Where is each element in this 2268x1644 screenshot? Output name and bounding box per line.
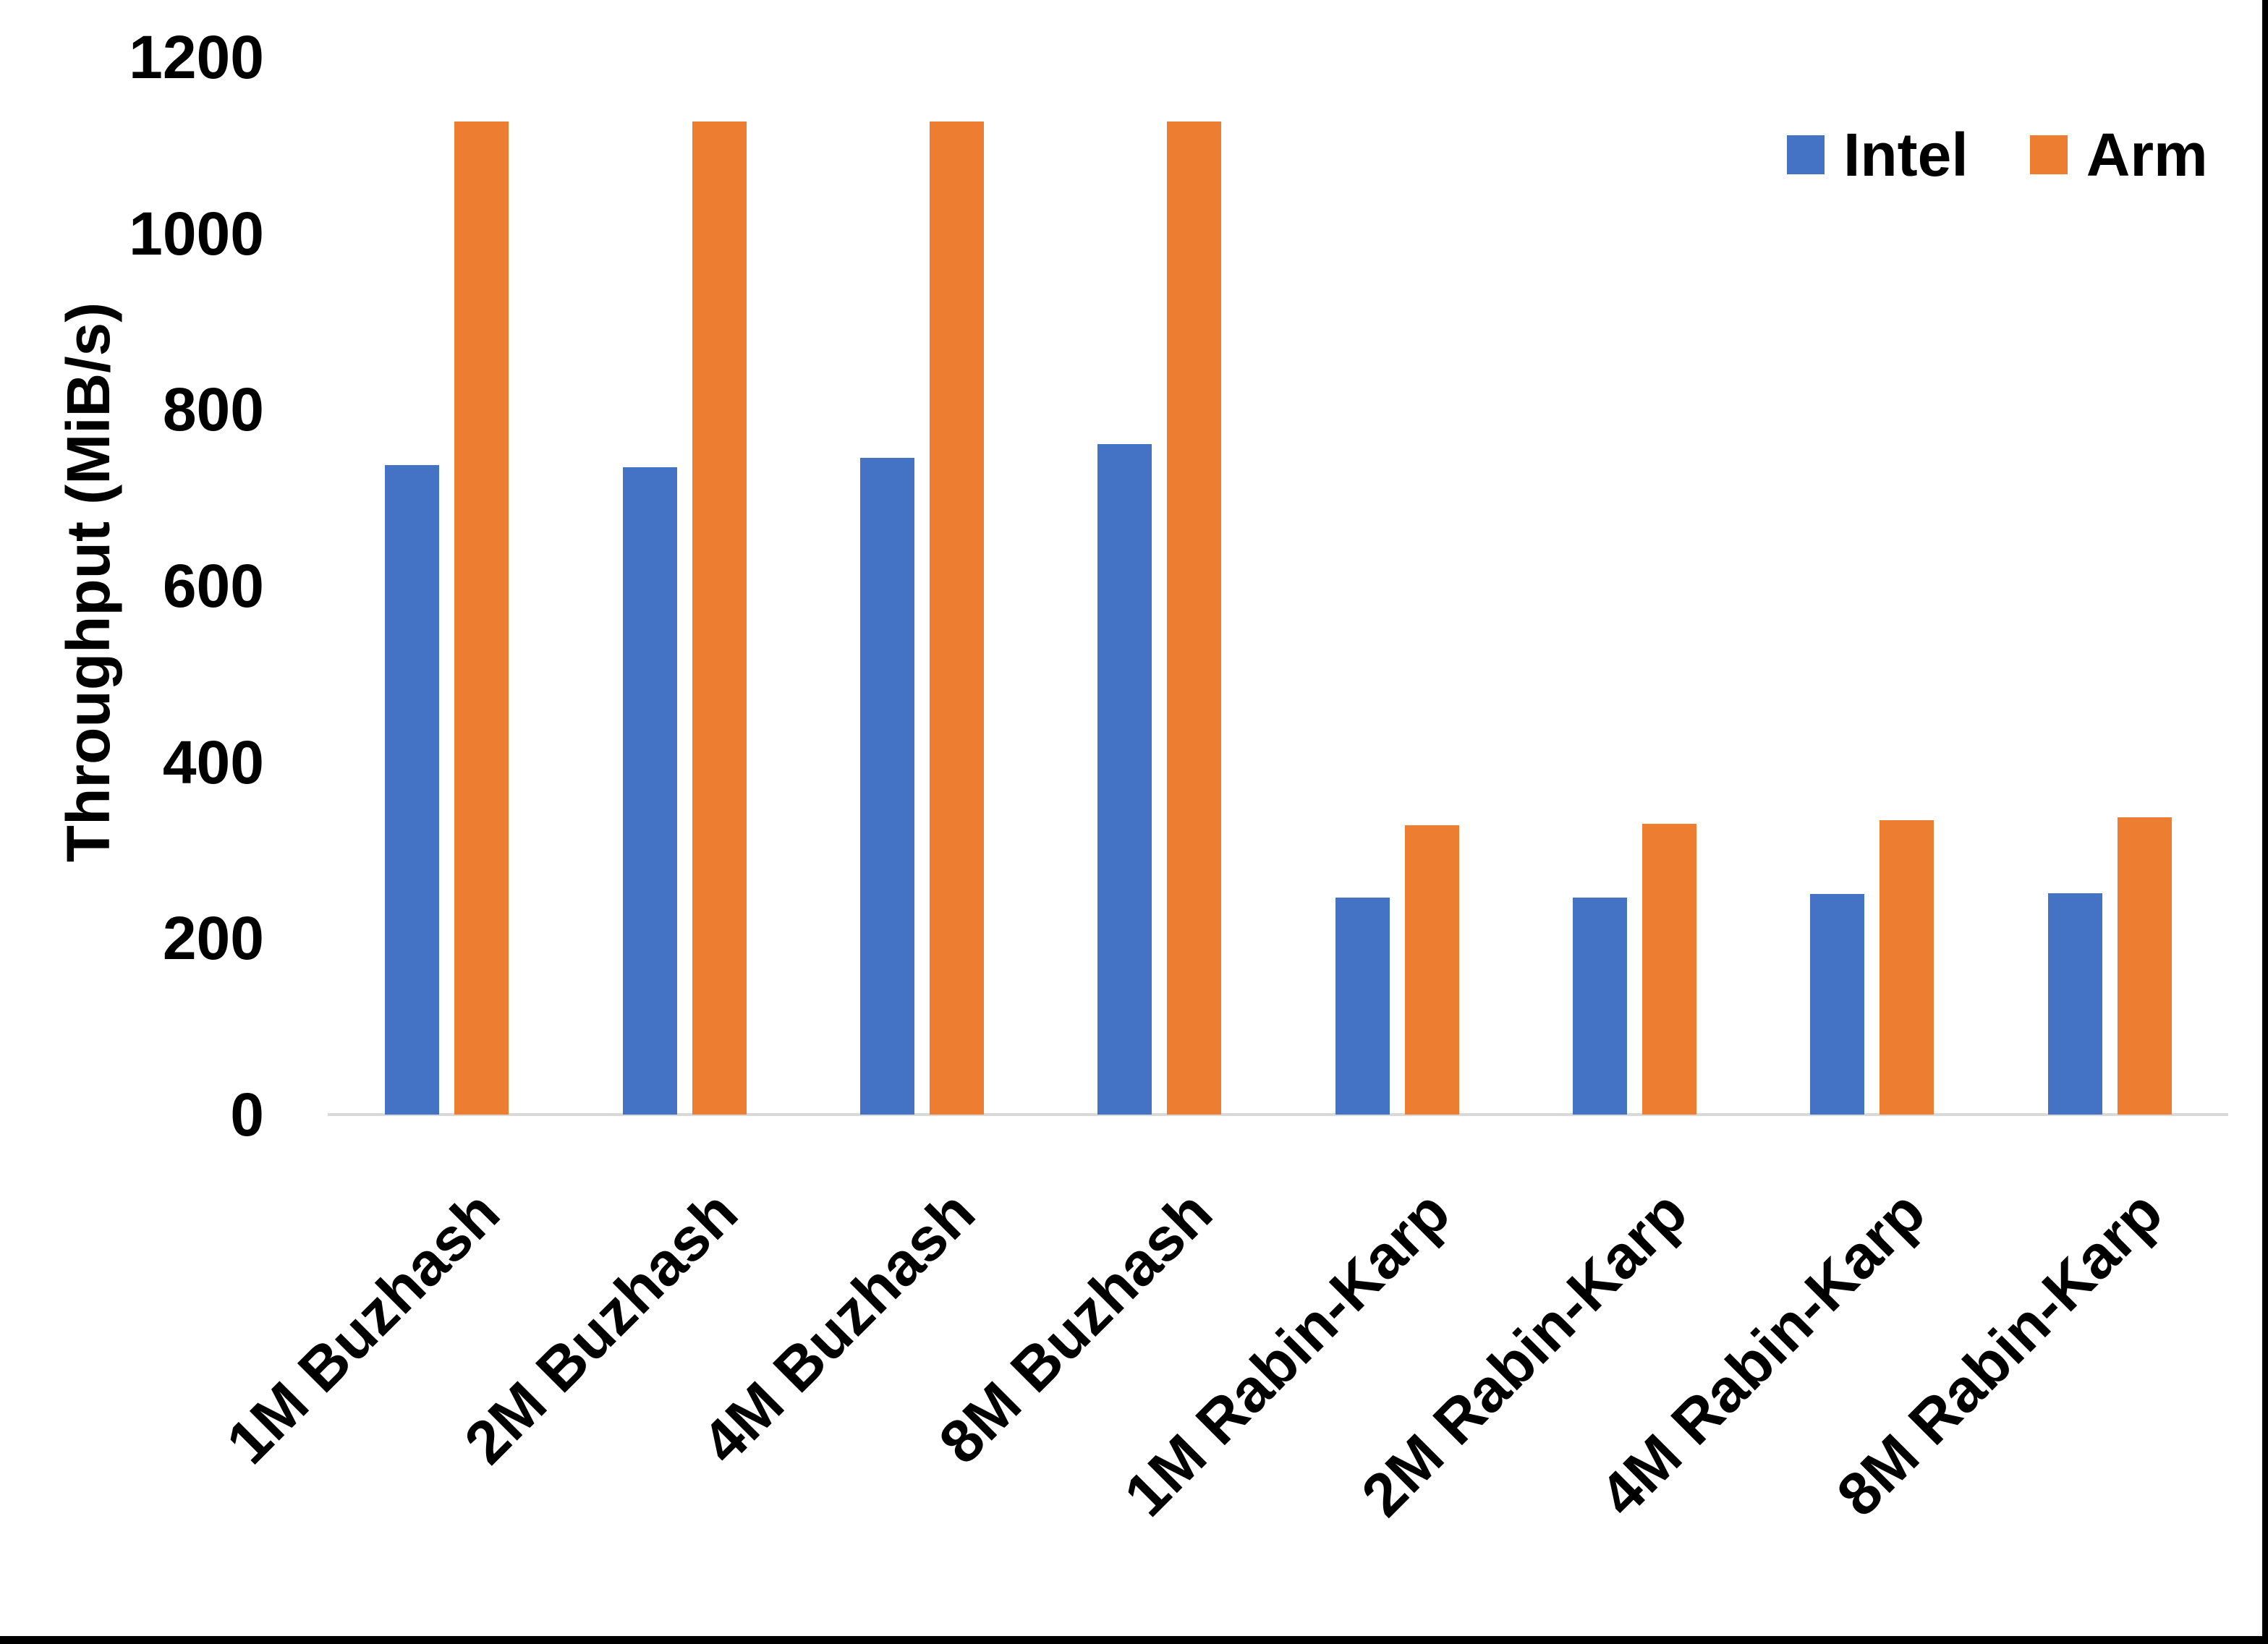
y-tick-label-200: 200 — [162, 904, 264, 973]
legend-item-arm: Arm — [2029, 121, 2208, 189]
y-tick-label-400: 400 — [162, 728, 264, 796]
legend-item-intel: Intel — [1787, 124, 1968, 185]
bar-arm-2m-rabin-karp — [1642, 823, 1697, 1115]
bar-arm-1m-buzhash — [454, 121, 509, 1115]
bar-arm-8m-rabin-karp — [2117, 817, 2172, 1115]
bar-arm-1m-rabin-karp — [1404, 825, 1459, 1115]
screenshot-right-border — [2262, 0, 2268, 1644]
bar-arm-2m-buzhash — [692, 121, 747, 1115]
bar-arm-4m-buzhash — [929, 121, 984, 1115]
y-tick-label-1000: 1000 — [129, 199, 264, 268]
bar-intel-1m-buzhash — [385, 465, 440, 1115]
y-tick-label-800: 800 — [162, 375, 264, 444]
bar-arm-4m-rabin-karp — [1880, 820, 1934, 1115]
y-tick-label-1200: 1200 — [129, 23, 264, 91]
legend-label-intel: Intel — [1843, 121, 1968, 189]
y-tick-label-0: 0 — [230, 1081, 264, 1149]
bar-intel-2m-rabin-karp — [1573, 898, 1628, 1115]
bar-arm-8m-buzhash — [1167, 121, 1222, 1115]
bar-intel-4m-buzhash — [859, 458, 914, 1115]
bar-intel-8m-rabin-karp — [2047, 893, 2102, 1115]
bar-intel-4m-rabin-karp — [1810, 894, 1865, 1115]
bar-intel-1m-rabin-karp — [1335, 898, 1390, 1115]
bar-intel-2m-buzhash — [622, 467, 677, 1115]
legend-swatch-arm — [2029, 135, 2068, 174]
legend-label-arm: Arm — [2086, 121, 2208, 189]
legend-swatch-intel — [1787, 135, 1825, 174]
screenshot-bottom-border — [0, 1636, 2268, 1644]
x-axis-line — [328, 1113, 2228, 1116]
y-tick-label-600: 600 — [162, 552, 264, 620]
legend: Intel Arm — [1787, 124, 2208, 185]
bar-intel-8m-buzhash — [1097, 443, 1152, 1115]
